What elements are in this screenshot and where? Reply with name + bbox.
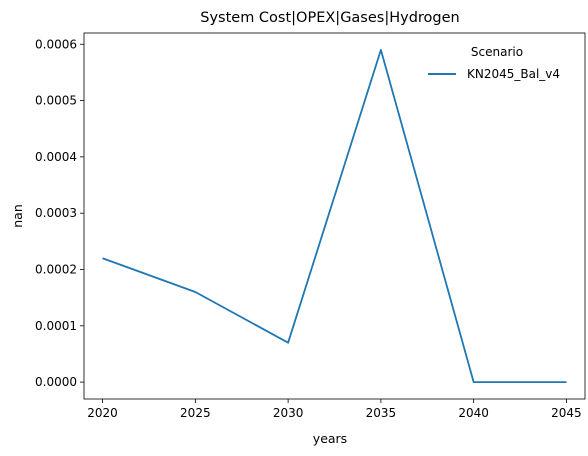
y-axis: 0.0000 0.0001 0.0002 0.0003 0.0004 0.0005 0.00… bbox=[35, 37, 84, 389]
x-tick-label: 2020 bbox=[87, 406, 118, 420]
data-point bbox=[101, 257, 104, 260]
data-point bbox=[565, 381, 568, 384]
series-line bbox=[102, 48, 567, 384]
data-point bbox=[379, 48, 382, 51]
legend-entry-label: KN2045_Bal_v4 bbox=[467, 67, 560, 81]
legend: Scenario KN2045_Bal_v4 bbox=[428, 45, 560, 81]
x-axis-label: years bbox=[313, 431, 347, 446]
y-tick-label: 0.0003 bbox=[35, 206, 77, 220]
y-tick-label: 0.0006 bbox=[35, 37, 77, 51]
y-tick-label: 0.0002 bbox=[35, 262, 77, 276]
data-point bbox=[287, 341, 290, 344]
plot-area bbox=[101, 48, 568, 384]
y-tick-label: 0.0004 bbox=[35, 150, 77, 164]
x-axis: 2020 2025 2030 2035 2040 2045 bbox=[87, 399, 582, 420]
y-tick-label: 0.0001 bbox=[35, 319, 77, 333]
y-tick-label: 0.0000 bbox=[35, 375, 77, 389]
legend-title: Scenario bbox=[471, 45, 523, 59]
x-tick-label: 2025 bbox=[180, 406, 211, 420]
x-tick-label: 2045 bbox=[551, 406, 582, 420]
chart-title: System Cost|OPEX|Gases|Hydrogen bbox=[200, 10, 460, 26]
x-tick-label: 2040 bbox=[458, 406, 489, 420]
y-tick-label: 0.0005 bbox=[35, 94, 77, 108]
plot-frame bbox=[83, 32, 586, 400]
data-point bbox=[472, 381, 475, 384]
y-axis-label: nan bbox=[10, 204, 25, 228]
x-tick-label: 2035 bbox=[366, 406, 397, 420]
x-tick-label: 2030 bbox=[273, 406, 304, 420]
data-point bbox=[194, 291, 197, 294]
